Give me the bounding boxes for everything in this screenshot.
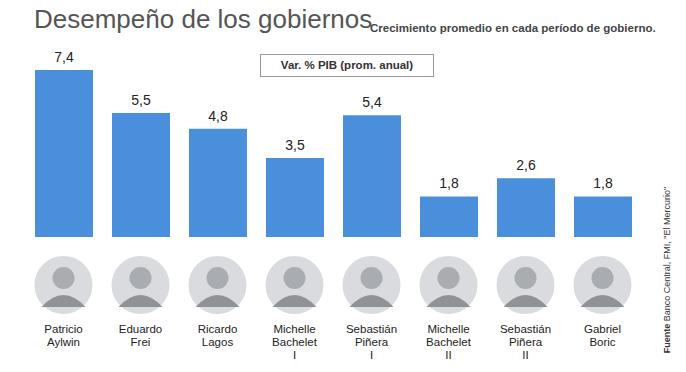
svg-text:Frei: Frei — [131, 336, 151, 348]
html-text:Crecimiento promedio en cada p: Crecimiento promedio en cada período de … — [370, 22, 656, 34]
svg-text:II: II — [445, 349, 451, 361]
svg-text:Michelle: Michelle — [273, 323, 315, 335]
svg-text:I: I — [370, 349, 373, 361]
svg-text:1,8: 1,8 — [593, 175, 613, 191]
svg-text:1,8: 1,8 — [439, 175, 459, 191]
html-text:Desempeño de los gobiernos: Desempeño de los gobiernos — [34, 4, 373, 34]
svg-text:Gabriel: Gabriel — [584, 323, 621, 335]
svg-text:Sebastián: Sebastián — [346, 323, 397, 335]
svg-text:Boric: Boric — [589, 336, 615, 348]
svg-text:2,6: 2,6 — [516, 157, 536, 173]
html-text:Var. % PIB (prom. anual): Var. % PIB (prom. anual) — [280, 59, 414, 71]
svg-text:Fuente Banco Central, FMI, "El: Fuente Banco Central, FMI, "El Mercurio" — [662, 187, 672, 353]
svg-text:Sebastián: Sebastián — [500, 323, 551, 335]
svg-text:3,5: 3,5 — [285, 137, 305, 153]
svg-text:Lagos: Lagos — [202, 336, 234, 348]
svg-text:Bachelet: Bachelet — [272, 336, 318, 348]
svg-text:7,4: 7,4 — [54, 49, 74, 65]
svg-text:I: I — [293, 349, 296, 361]
svg-text:4,8: 4,8 — [208, 108, 228, 124]
svg-text:Bachelet: Bachelet — [426, 336, 472, 348]
svg-text:Piñera: Piñera — [509, 336, 543, 348]
svg-text:5,4: 5,4 — [362, 94, 382, 110]
svg-text:5,5: 5,5 — [131, 92, 151, 108]
svg-text:Piñera: Piñera — [355, 336, 389, 348]
svg-text:Patricio: Patricio — [44, 323, 82, 335]
svg-text:Ricardo: Ricardo — [198, 323, 238, 335]
svg-text:Eduardo: Eduardo — [119, 323, 162, 335]
svg-text:Michelle: Michelle — [427, 323, 469, 335]
svg-text:Aylwin: Aylwin — [47, 336, 80, 348]
svg-text:II: II — [522, 349, 528, 361]
